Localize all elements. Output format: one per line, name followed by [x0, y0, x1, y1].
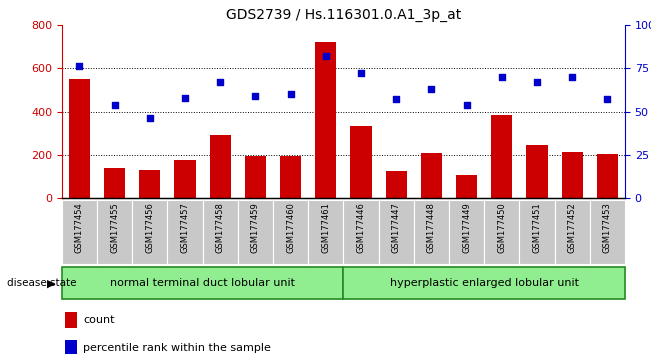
Bar [238, 200, 273, 264]
Point [109, 102, 120, 107]
Bar [519, 200, 555, 264]
Bar [104, 168, 125, 198]
Bar [210, 135, 230, 198]
Point [532, 79, 542, 85]
Bar [64, 340, 77, 354]
Text: GSM177455: GSM177455 [110, 202, 119, 253]
Text: GSM177457: GSM177457 [180, 202, 189, 253]
Bar [562, 152, 583, 198]
Point [462, 102, 472, 107]
Bar [174, 160, 195, 198]
Point [215, 79, 225, 85]
Text: GSM177454: GSM177454 [75, 202, 84, 253]
Text: disease state: disease state [7, 278, 76, 288]
Bar [139, 170, 160, 198]
Bar [167, 200, 202, 264]
Text: GSM177459: GSM177459 [251, 202, 260, 253]
Text: normal terminal duct lobular unit: normal terminal duct lobular unit [110, 278, 295, 288]
Bar [69, 79, 90, 198]
Point [145, 116, 155, 121]
Bar [379, 200, 414, 264]
Text: GSM177450: GSM177450 [497, 202, 506, 253]
Bar [590, 200, 625, 264]
Bar [64, 312, 77, 328]
Bar [555, 200, 590, 264]
Title: GDS2739 / Hs.116301.0.A1_3p_at: GDS2739 / Hs.116301.0.A1_3p_at [226, 8, 461, 22]
Text: GSM177449: GSM177449 [462, 202, 471, 253]
Point [250, 93, 260, 99]
Point [391, 97, 402, 102]
Bar [202, 200, 238, 264]
Text: GSM177461: GSM177461 [322, 202, 330, 253]
Point [567, 74, 577, 80]
Point [320, 53, 331, 59]
Bar [273, 200, 308, 264]
Point [74, 64, 85, 69]
Bar [527, 145, 547, 198]
Point [602, 97, 613, 102]
Bar [414, 200, 449, 264]
Text: hyperplastic enlarged lobular unit: hyperplastic enlarged lobular unit [390, 278, 579, 288]
Bar [456, 175, 477, 198]
Point [356, 70, 367, 76]
Bar [245, 156, 266, 198]
Text: GSM177458: GSM177458 [215, 202, 225, 253]
Bar [421, 153, 442, 198]
Text: count: count [83, 315, 115, 325]
Bar [492, 115, 512, 198]
Bar [132, 200, 167, 264]
Bar [343, 267, 625, 299]
Point [497, 74, 507, 80]
Bar [343, 200, 379, 264]
Text: GSM177447: GSM177447 [392, 202, 401, 253]
Point [180, 95, 190, 101]
Point [285, 91, 296, 97]
Bar [315, 42, 337, 198]
Bar [350, 126, 372, 198]
Bar [308, 200, 343, 264]
Text: GSM177448: GSM177448 [427, 202, 436, 253]
Bar [385, 171, 407, 198]
Text: GSM177451: GSM177451 [533, 202, 542, 253]
Point [426, 86, 437, 92]
Text: GSM177453: GSM177453 [603, 202, 612, 253]
Text: ▶: ▶ [47, 278, 55, 288]
Bar [597, 154, 618, 198]
Bar [62, 267, 343, 299]
Text: percentile rank within the sample: percentile rank within the sample [83, 343, 271, 353]
Text: GSM177456: GSM177456 [145, 202, 154, 253]
Bar [280, 156, 301, 198]
Bar [97, 200, 132, 264]
Bar [484, 200, 519, 264]
Text: GSM177460: GSM177460 [286, 202, 295, 253]
Bar [62, 200, 97, 264]
Text: GSM177452: GSM177452 [568, 202, 577, 253]
Text: GSM177446: GSM177446 [357, 202, 365, 253]
Bar [449, 200, 484, 264]
